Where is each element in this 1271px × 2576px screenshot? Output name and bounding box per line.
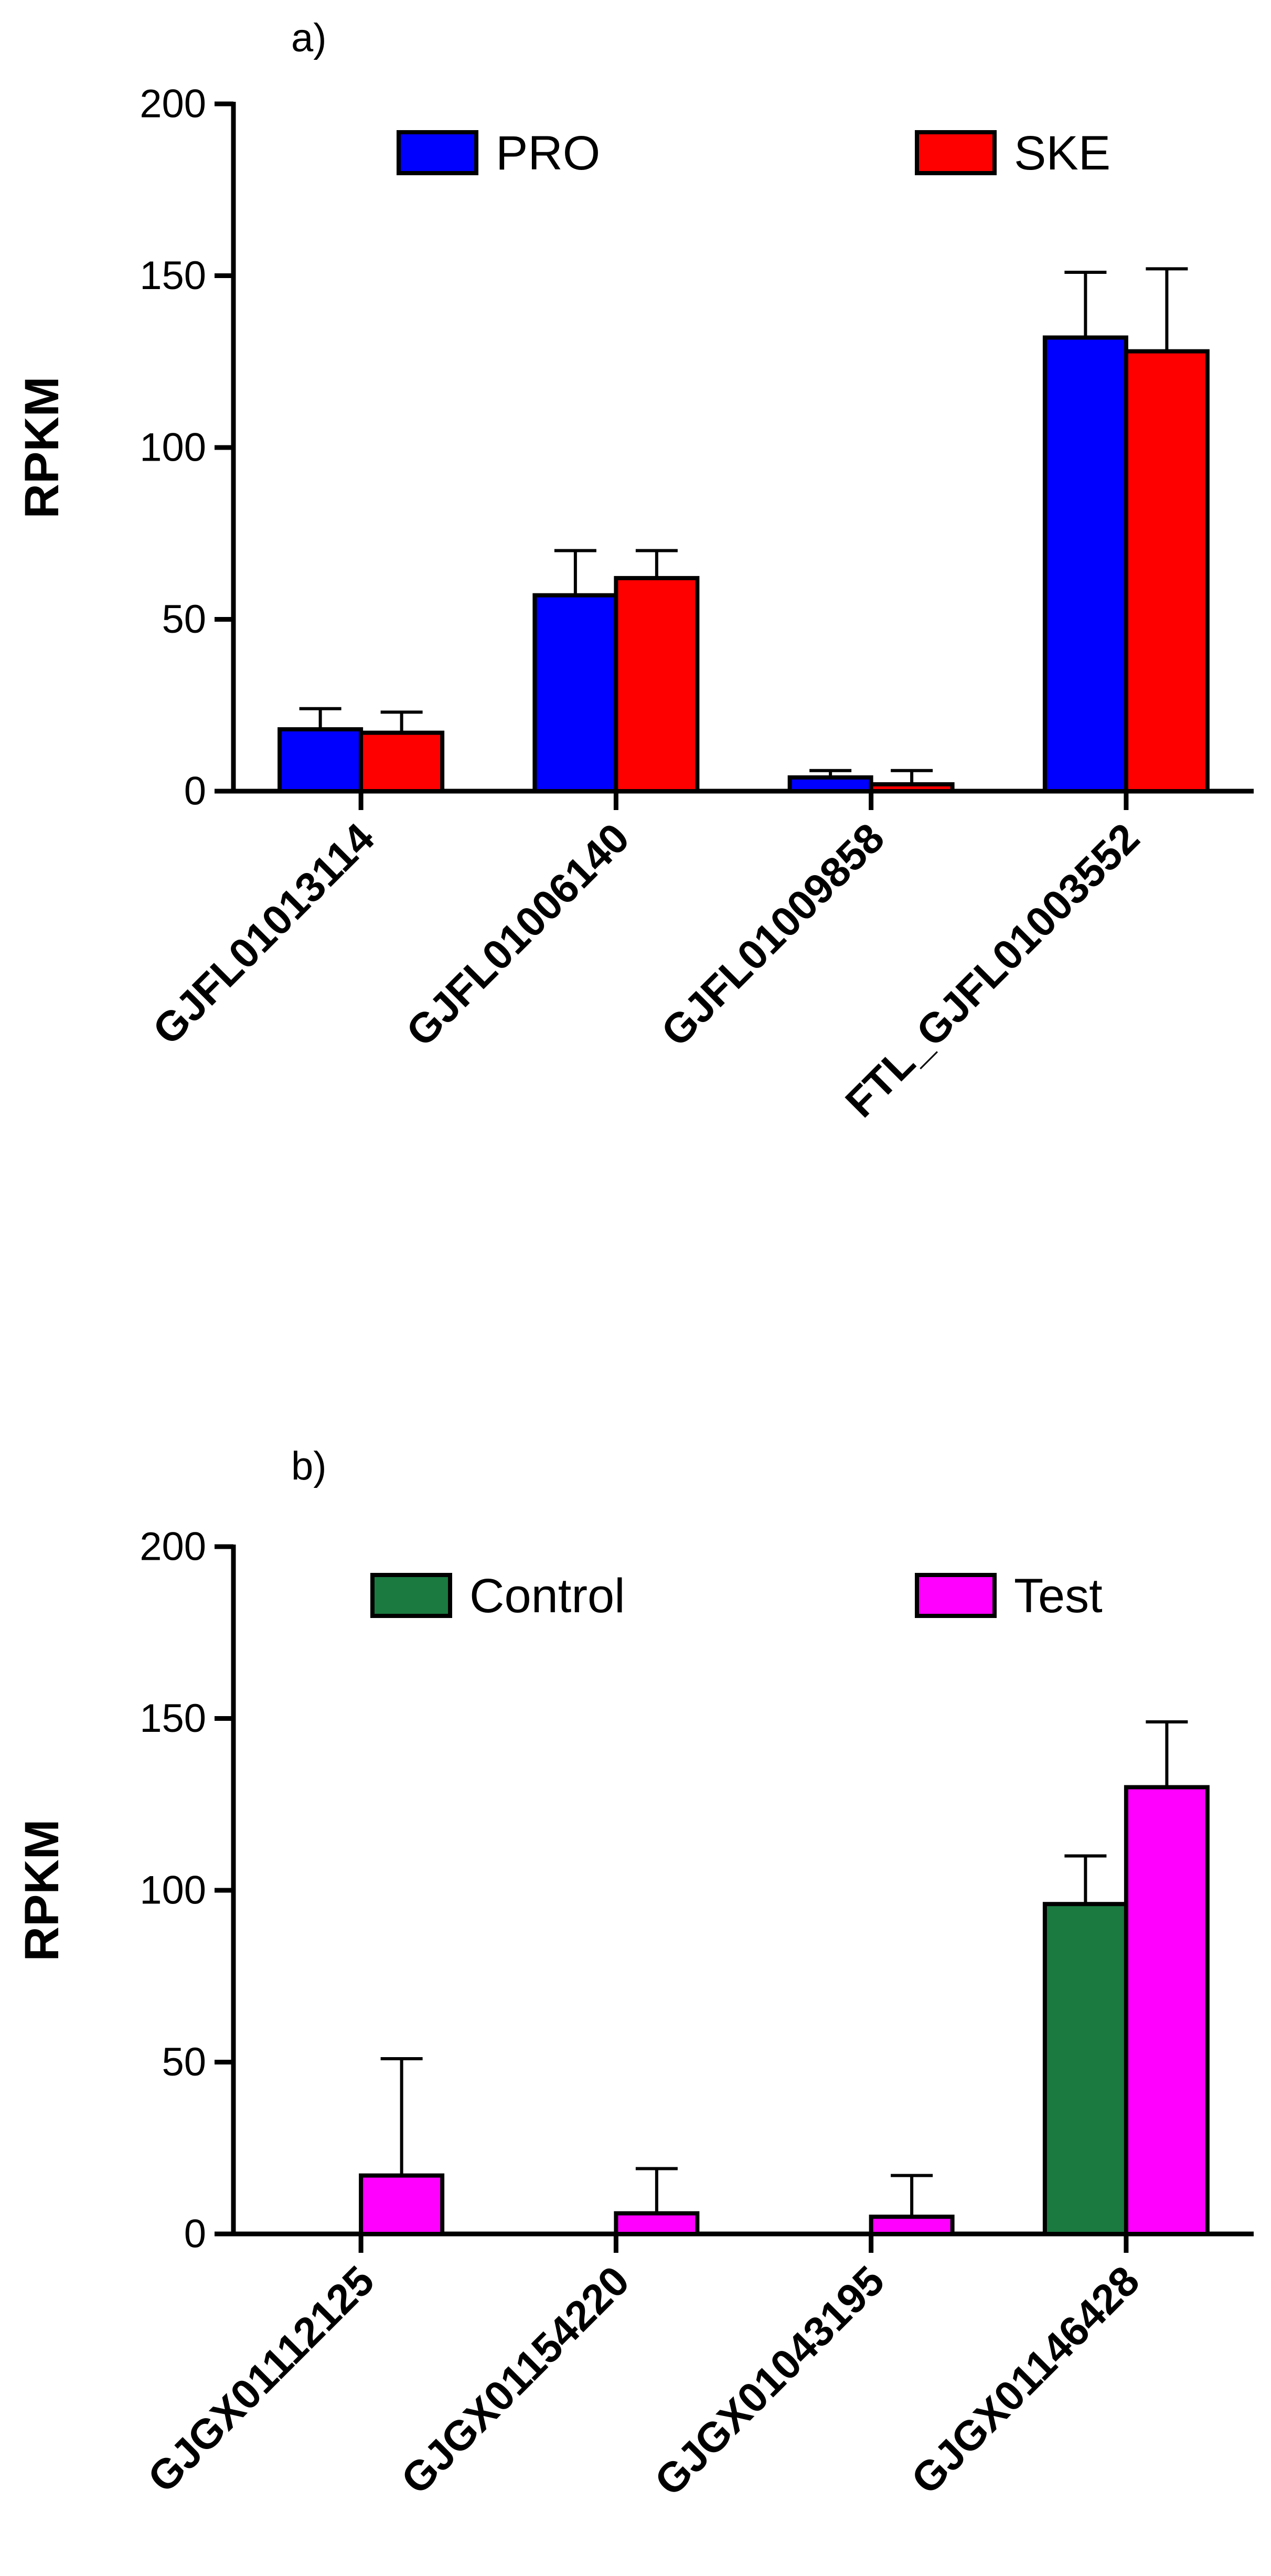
panel-b: b) RPKM 0 50 100 150 200 GJGX01112125 GJGX011542… [15, 1444, 1254, 2505]
legend-swatch-pro [397, 130, 478, 175]
bar-ske [359, 730, 445, 794]
x-tick-label: GJFL01009858 [652, 814, 893, 1055]
x-tick-label: GJGX01154220 [392, 2257, 638, 2503]
legend-swatch-test [915, 1573, 997, 1618]
x-tick-label: GJGX01043195 [646, 2257, 893, 2505]
y-tick-label: 100 [140, 425, 206, 470]
bar-test [869, 2215, 955, 2236]
x-tick-label: GJGX01112125 [139, 2257, 383, 2502]
panel-a: a) RPKM 0 50 100 150 200 GJFL01013114 GJFL010061… [15, 16, 1254, 1126]
legend-label-test: Test [1014, 1569, 1103, 1623]
bar-control [1042, 1902, 1128, 2236]
legend-label-ske: SKE [1014, 126, 1110, 180]
bar-ske [614, 576, 700, 794]
y-tick-label: 150 [140, 1696, 206, 1741]
legend-swatch-ske [915, 130, 997, 175]
x-tick-label: GJFL01013114 [144, 814, 383, 1053]
x-tick-label: FTL_GJFL01003552 [837, 814, 1148, 1126]
x-tick-label: GJGX01146428 [902, 2257, 1148, 2503]
panel-label: a) [291, 16, 327, 60]
panel-label: b) [291, 1444, 327, 1488]
bar-test [1124, 1785, 1210, 2236]
bar-pro [277, 727, 364, 793]
bar-pro [1042, 335, 1128, 793]
x-tick-label: GJFL01006140 [397, 814, 638, 1055]
y-tick-label: 0 [184, 2212, 206, 2256]
bar-test [359, 2173, 445, 2236]
legend-label-control: Control [469, 1569, 625, 1623]
legend-swatch-control [370, 1573, 452, 1618]
y-tick-label: 0 [184, 769, 206, 814]
y-tick-label: 200 [140, 82, 206, 126]
bar-test [614, 2211, 700, 2237]
legend-label-pro: PRO [496, 126, 600, 180]
bar-ske [1124, 349, 1210, 793]
y-tick-label: 50 [162, 2040, 206, 2084]
y-tick-label: 50 [162, 597, 206, 642]
y-tick-label: 150 [140, 253, 206, 298]
y-axis-label: RPKM [15, 1819, 69, 1962]
bar-pro [787, 775, 873, 794]
bar-pro [532, 593, 618, 794]
y-tick-label: 100 [140, 1868, 206, 1913]
y-tick-label: 200 [140, 1525, 206, 1569]
bar-ske [869, 782, 955, 794]
y-axis-label: RPKM [15, 377, 69, 519]
